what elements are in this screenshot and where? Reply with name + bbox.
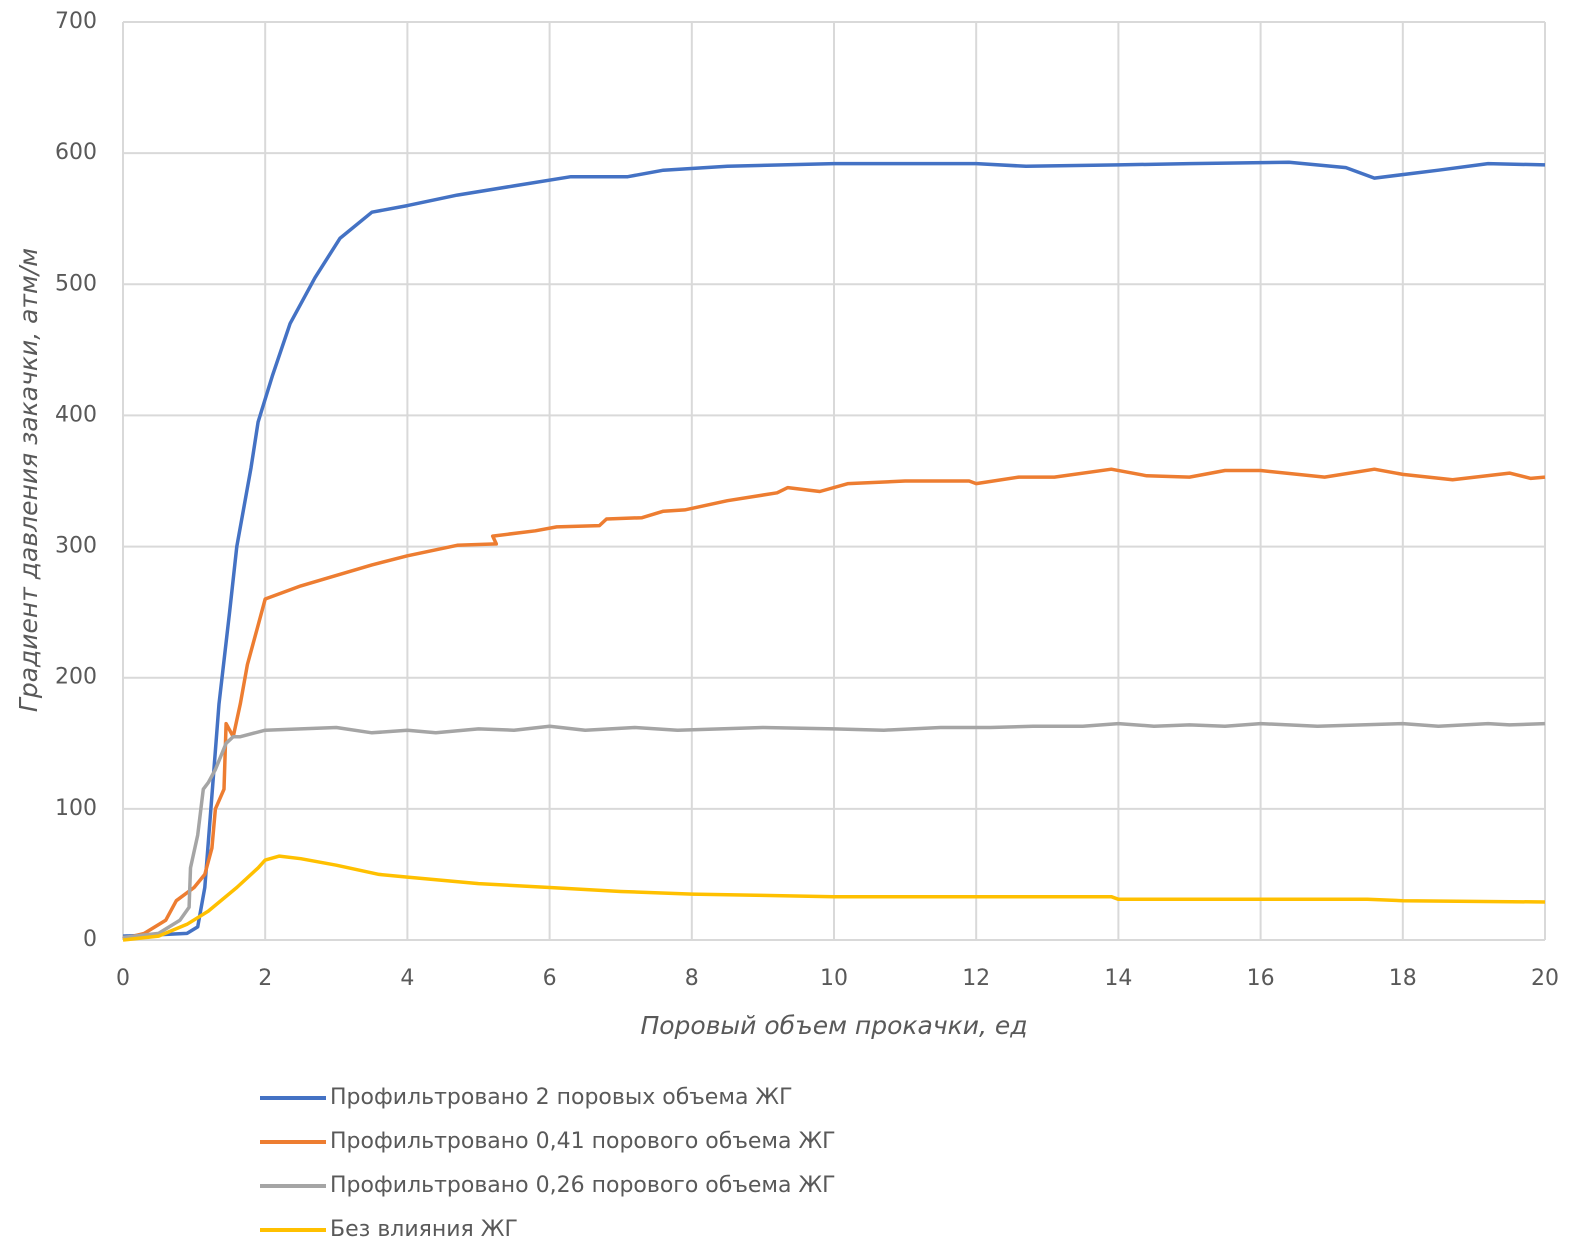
series-line <box>122 721 1546 940</box>
legend-label: Профильтровано 2 поровых объема ЖГ <box>330 1085 793 1110</box>
x-axis-label: Поровый объем прокачки, ед <box>640 1011 1027 1040</box>
x-tick-label: 4 <box>400 966 414 991</box>
x-tick-label: 18 <box>1389 966 1417 991</box>
legend-label: Без влияния ЖГ <box>330 1217 518 1242</box>
x-tick-label: 2 <box>258 966 272 991</box>
legend-label: Профильтровано 0,41 порового объема ЖГ <box>330 1129 836 1154</box>
x-tick-label: 10 <box>820 966 848 991</box>
x-tick-label: 6 <box>543 966 557 991</box>
y-tick-label: 500 <box>55 271 97 296</box>
y-tick-label: 300 <box>55 534 97 559</box>
x-tick-label: 14 <box>1104 966 1132 991</box>
legend-label: Профильтровано 0,26 порового объема ЖГ <box>330 1173 836 1198</box>
x-tick-label: 20 <box>1531 966 1559 991</box>
y-axis-label: Градиент давления закачки, атм/м <box>14 248 43 712</box>
y-tick-label: 200 <box>55 665 97 690</box>
y-tick-label: 700 <box>55 9 97 34</box>
x-tick-label: 0 <box>116 966 130 991</box>
series-line <box>122 854 1546 942</box>
x-tick-label: 16 <box>1247 966 1275 991</box>
y-tick-label: 600 <box>55 140 97 165</box>
y-tick-label: 100 <box>55 796 97 821</box>
series-line <box>122 160 1546 938</box>
y-tick-label: 0 <box>83 927 97 952</box>
x-tick-label: 12 <box>962 966 990 991</box>
series-line <box>122 467 1546 941</box>
y-tick-label: 400 <box>55 402 97 427</box>
x-tick-label: 8 <box>685 966 699 991</box>
